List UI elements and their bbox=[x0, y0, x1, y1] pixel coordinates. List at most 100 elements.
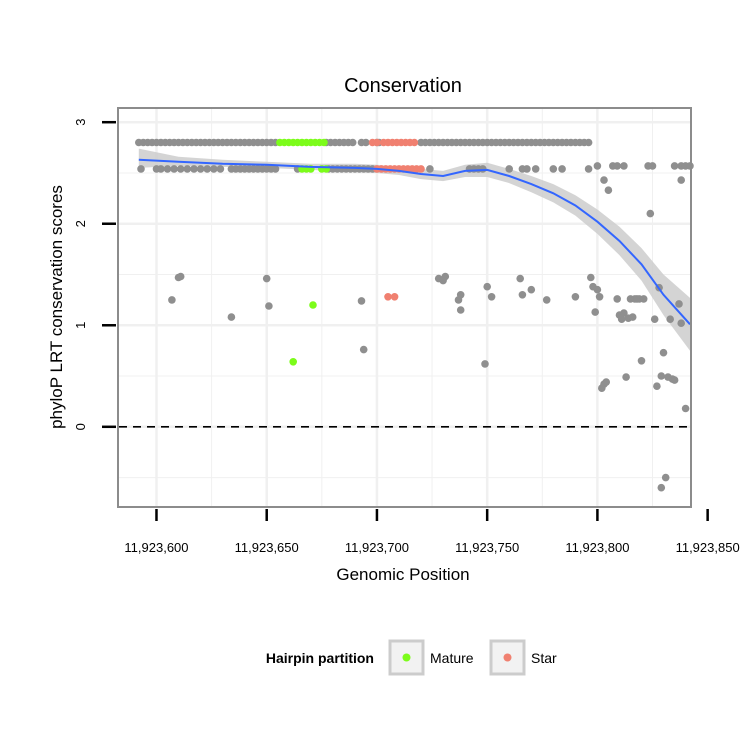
point-other bbox=[227, 313, 236, 321]
point-other bbox=[637, 357, 646, 365]
point-other bbox=[648, 162, 657, 170]
point-other bbox=[595, 293, 604, 301]
point-other bbox=[571, 293, 580, 301]
point-other bbox=[542, 296, 551, 304]
point-other bbox=[157, 165, 165, 173]
point-other bbox=[523, 165, 531, 173]
point-other bbox=[262, 274, 271, 283]
point-other bbox=[481, 360, 489, 368]
legend-label-mature: Mature bbox=[430, 650, 474, 666]
point-other bbox=[505, 165, 513, 173]
point-other bbox=[620, 309, 628, 317]
point-other bbox=[137, 165, 145, 173]
y-tick-label: 2 bbox=[73, 220, 88, 227]
point-other bbox=[271, 165, 280, 173]
legend-key-star-dot bbox=[503, 653, 512, 662]
point-other bbox=[677, 176, 685, 184]
point-other bbox=[600, 176, 608, 184]
point-other bbox=[620, 162, 628, 170]
point-other bbox=[183, 165, 192, 173]
point-other bbox=[203, 165, 211, 173]
point-other bbox=[666, 315, 674, 324]
point-other bbox=[628, 313, 637, 321]
point-other bbox=[176, 272, 185, 281]
point-other bbox=[359, 345, 368, 354]
point-other bbox=[348, 138, 357, 147]
point-other bbox=[516, 274, 524, 283]
point-other bbox=[168, 296, 176, 304]
points-layer bbox=[135, 138, 694, 492]
point-star bbox=[417, 165, 425, 173]
point-other bbox=[487, 293, 496, 301]
y-tick-label: 3 bbox=[73, 119, 88, 126]
point-other bbox=[479, 165, 487, 173]
point-star bbox=[373, 138, 381, 147]
smooth-line-layer bbox=[138, 158, 691, 325]
point-other bbox=[584, 138, 593, 147]
point-other bbox=[163, 165, 172, 173]
point-other bbox=[216, 165, 225, 173]
x-tick-label: 11,923,650 bbox=[235, 540, 299, 555]
point-other bbox=[210, 165, 218, 173]
point-other bbox=[646, 209, 655, 218]
point-other bbox=[196, 165, 205, 173]
point-other bbox=[613, 162, 621, 170]
point-other bbox=[650, 315, 659, 324]
chart-title: Conservation bbox=[344, 75, 462, 97]
point-other bbox=[456, 306, 465, 314]
point-other bbox=[362, 138, 370, 147]
point-star bbox=[410, 138, 419, 147]
point-other bbox=[558, 165, 566, 173]
point-other bbox=[657, 372, 666, 380]
confidence-band-layer bbox=[138, 148, 691, 351]
grid-layer bbox=[119, 109, 690, 506]
point-other bbox=[622, 373, 630, 381]
point-mature bbox=[309, 301, 317, 309]
smooth-trend-line bbox=[138, 158, 691, 325]
x-tick-label: 11,923,600 bbox=[124, 540, 188, 555]
point-other bbox=[357, 297, 366, 305]
confidence-band bbox=[138, 148, 691, 351]
legend-label-star: Star bbox=[531, 650, 557, 666]
point-other bbox=[659, 348, 668, 357]
x-tick-label: 11,923,850 bbox=[676, 540, 740, 555]
point-other bbox=[190, 165, 198, 173]
point-other bbox=[483, 282, 492, 291]
y-axis-label: phyloP LRT conservation scores bbox=[47, 185, 66, 429]
point-other bbox=[593, 162, 602, 170]
y-tick-label: 1 bbox=[73, 322, 88, 329]
point-other bbox=[613, 295, 621, 303]
point-other bbox=[265, 302, 273, 310]
x-tick-label: 11,923,700 bbox=[345, 540, 409, 555]
point-other bbox=[176, 165, 185, 173]
legend: Hairpin partition Mature Star bbox=[266, 639, 557, 676]
point-star bbox=[384, 293, 392, 301]
point-other bbox=[170, 165, 178, 173]
point-other bbox=[675, 300, 683, 308]
point-mature bbox=[320, 138, 328, 147]
point-other bbox=[602, 378, 610, 386]
point-other bbox=[670, 162, 679, 170]
point-star bbox=[390, 293, 399, 301]
y-tick-label: 0 bbox=[73, 423, 88, 430]
axes-layer: 11,923,600 11,923,650 11,923,700 11,923,750… bbox=[73, 119, 740, 555]
panel-border bbox=[117, 107, 692, 508]
point-other bbox=[661, 473, 670, 482]
point-other bbox=[604, 186, 613, 194]
point-other bbox=[584, 165, 593, 173]
point-other bbox=[670, 376, 679, 384]
point-other bbox=[677, 319, 685, 328]
point-mature bbox=[289, 358, 298, 366]
legend-key-mature-dot bbox=[402, 653, 411, 662]
point-other bbox=[681, 404, 690, 413]
legend-title: Hairpin partition bbox=[266, 650, 374, 666]
legend-key-star-box bbox=[489, 639, 526, 676]
point-other bbox=[593, 285, 602, 294]
point-other bbox=[591, 308, 599, 316]
point-other bbox=[531, 165, 540, 173]
point-other bbox=[549, 165, 558, 173]
point-other bbox=[441, 272, 450, 281]
point-other bbox=[617, 315, 626, 324]
